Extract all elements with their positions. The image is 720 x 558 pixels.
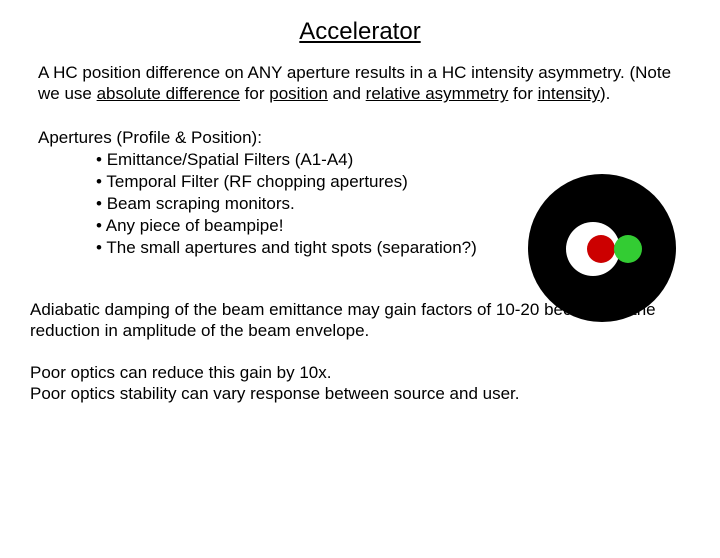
optics-paragraph: Poor optics can reduce this gain by 10x.… xyxy=(0,362,720,405)
underline-position: position xyxy=(269,84,328,103)
beam-green-icon xyxy=(614,235,642,263)
text: for xyxy=(240,84,269,103)
underline-absolute-difference: absolute difference xyxy=(97,84,240,103)
optics-line1: Poor optics can reduce this gain by 10x. xyxy=(30,363,331,382)
beam-red-icon xyxy=(587,235,615,263)
optics-line2: Poor optics stability can vary response … xyxy=(30,384,520,403)
intro-paragraph: A HC position difference on ANY aperture… xyxy=(38,62,682,105)
underline-intensity: intensity xyxy=(538,84,600,103)
text: ). xyxy=(600,84,610,103)
apertures-header: Apertures (Profile & Position): xyxy=(38,127,682,149)
text: and xyxy=(328,84,366,103)
underline-relative-asymmetry: relative asymmetry xyxy=(366,84,509,103)
aperture-diagram xyxy=(528,174,676,322)
page-title: Accelerator xyxy=(0,18,720,46)
list-item: Emittance/Spatial Filters (A1-A4) xyxy=(96,149,682,171)
text: for xyxy=(508,84,537,103)
